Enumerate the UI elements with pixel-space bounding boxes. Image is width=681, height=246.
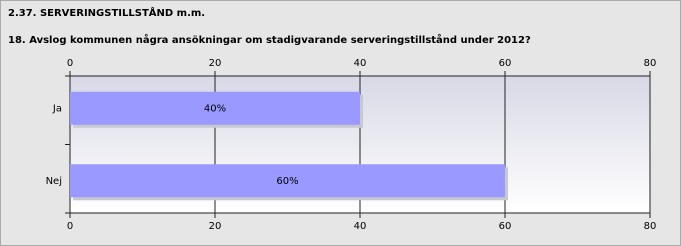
x-tick-label: 40	[354, 58, 367, 69]
x-tick-label: 40	[354, 221, 367, 232]
x-tick-label: 60	[499, 58, 512, 69]
x-tick-label: 0	[67, 58, 73, 69]
x-tick-label: 20	[209, 58, 222, 69]
question-title: 18. Avslog kommunen några ansökningar om…	[8, 33, 531, 46]
value-label: 40%	[204, 103, 226, 114]
value-label: 60%	[276, 176, 298, 187]
x-tick-label: 60	[499, 221, 512, 232]
y-tick-label: Nej	[46, 176, 62, 187]
x-tick-label: 20	[209, 221, 222, 232]
x-tick-label: 80	[644, 58, 657, 69]
bar	[70, 164, 505, 198]
y-tick-label: Ja	[52, 103, 62, 114]
bar	[70, 91, 360, 125]
x-tick-label: 0	[67, 221, 73, 232]
section-title: 2.37. SERVERINGSTILLSTÅND m.m.	[8, 6, 205, 19]
x-tick-label: 80	[644, 221, 657, 232]
